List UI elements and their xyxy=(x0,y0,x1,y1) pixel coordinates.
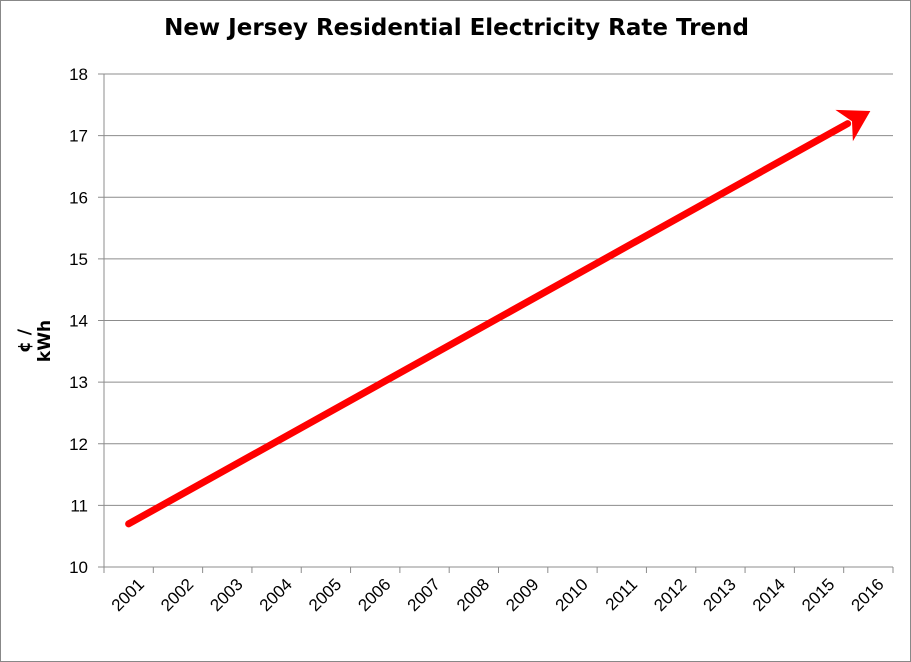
x-tick-label: 2009 xyxy=(502,575,542,615)
x-tick-label: 2016 xyxy=(847,575,887,615)
y-tick-label: 13 xyxy=(69,373,88,392)
x-tick-label: 2013 xyxy=(700,575,740,615)
x-tick-label: 2006 xyxy=(354,575,394,615)
x-tick-label: 2002 xyxy=(157,575,197,615)
y-tick-label: 11 xyxy=(70,496,88,515)
x-tick-label: 2004 xyxy=(256,575,296,615)
x-tick-label: 2003 xyxy=(206,575,246,615)
chart-title: New Jersey Residential Electricity Rate … xyxy=(164,15,749,41)
y-tick-label: 12 xyxy=(69,435,88,454)
y-tick-label: 16 xyxy=(69,188,88,207)
x-tick-label: 2011 xyxy=(602,575,641,614)
x-tick-label: 2015 xyxy=(798,575,838,615)
x-tick-label: 2007 xyxy=(404,575,444,615)
x-tick-label: 2008 xyxy=(453,575,493,615)
trend-arrow-head xyxy=(835,109,871,142)
x-tick-label: 2001 xyxy=(108,575,148,615)
x-tick-label: 2010 xyxy=(552,575,592,615)
y-tick-label: 18 xyxy=(69,65,88,84)
y-tick-label: 10 xyxy=(69,558,88,577)
trend-arrow-line xyxy=(125,120,852,528)
x-tick-label: 2005 xyxy=(305,575,345,615)
x-tick-label: 2014 xyxy=(749,575,789,615)
x-tick-label: 2012 xyxy=(650,575,690,615)
y-tick-label: 14 xyxy=(69,312,88,331)
y-tick-label: 17 xyxy=(69,127,88,146)
y-tick-label: 15 xyxy=(69,250,88,269)
